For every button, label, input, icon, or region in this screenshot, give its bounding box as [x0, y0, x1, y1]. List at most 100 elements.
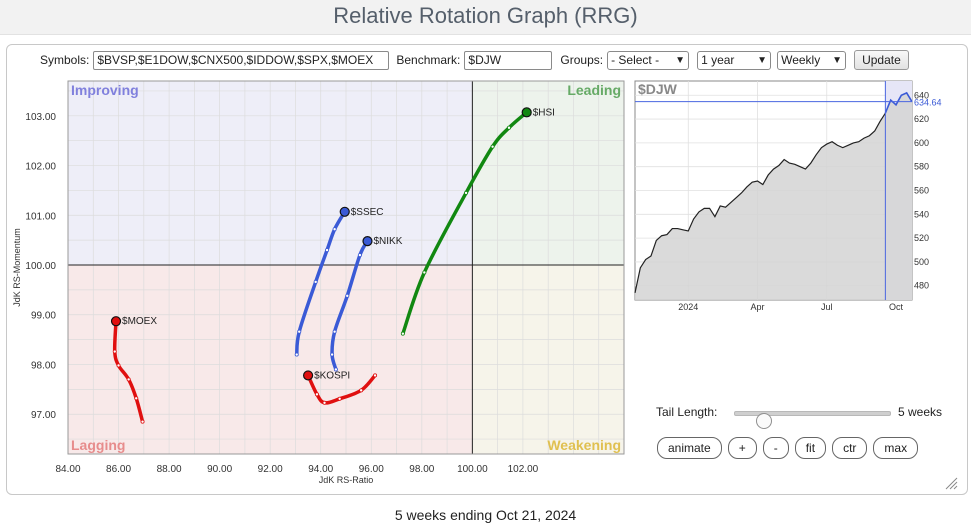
y-tick-label: 97.00 — [31, 410, 56, 421]
benchmark-area-fill — [635, 92, 912, 300]
series-tail-point — [112, 349, 117, 354]
chart-buttons: animate + - fit ctr max — [657, 437, 919, 459]
series-tail-point — [507, 125, 512, 130]
max-button[interactable]: max — [873, 437, 919, 459]
y-tick-label: 99.00 — [31, 311, 56, 322]
benchmark-y-tick-label: 620 — [914, 114, 929, 124]
x-tick-label: 84.00 — [55, 464, 80, 475]
symbols-input[interactable]: $BVSP,$E1DOW,$CNX500,$IDDOW,$SPX,$MOEX — [93, 50, 390, 70]
series-tail-point — [330, 352, 335, 357]
benchmark-label: Benchmark: — [396, 53, 461, 67]
series-tail-point — [337, 396, 342, 401]
series-tail-point — [325, 248, 330, 253]
series-tail-point — [322, 400, 327, 405]
x-tick-label: 86.00 — [106, 464, 131, 475]
fit-button[interactable]: fit — [794, 437, 827, 459]
series-tail-point — [314, 392, 319, 397]
x-tick-label: 96.00 — [359, 464, 384, 475]
series-head-point — [339, 206, 350, 217]
series-tail-point — [116, 363, 121, 368]
series-label: $HSI — [533, 107, 555, 118]
series-tail-point — [359, 388, 364, 393]
y-tick-label: 100.00 — [25, 261, 56, 272]
series-label: $SSEC — [351, 207, 384, 218]
x-tick-label: 88.00 — [157, 464, 182, 475]
series-kospi: $KOSPI — [302, 370, 378, 405]
controls-bar: Symbols: $BVSP,$E1DOW,$CNX500,$IDDOW,$SP… — [40, 50, 909, 70]
series-tail-point — [345, 293, 350, 298]
series-tail-point — [126, 377, 131, 382]
benchmark-x-tick-label: 2024 — [678, 302, 698, 312]
tail-length-label: Tail Length: — [656, 405, 718, 419]
x-tick-label: 92.00 — [258, 464, 283, 475]
chevron-down-icon: ▼ — [832, 54, 843, 66]
benchmark-title: $DJW — [638, 81, 678, 97]
frequency-select-value: Weekly — [781, 52, 821, 67]
animate-button[interactable]: animate — [657, 437, 722, 459]
series-nikk: $NIKK — [330, 236, 403, 372]
y-axis-label: JdK RS-Momentum — [12, 228, 22, 307]
x-tick-label: 94.00 — [308, 464, 333, 475]
period-select[interactable]: 1 year ▼ — [697, 50, 772, 70]
resize-handle-icon[interactable] — [944, 476, 958, 490]
y-tick-label: 98.00 — [31, 360, 56, 371]
x-tick-label: 100.00 — [457, 464, 488, 475]
benchmark-x-tick-label: Oct — [889, 302, 904, 312]
chevron-down-icon: ▼ — [757, 54, 768, 66]
benchmark-y-tick-label: 520 — [914, 233, 929, 243]
series-ssec: $SSEC — [294, 206, 384, 357]
x-tick-label: 102.00 — [508, 464, 539, 475]
benchmark-input[interactable]: $DJW — [464, 50, 553, 70]
series-moex: $MOEX — [110, 316, 157, 424]
series-tail-point — [332, 329, 337, 334]
series-head-point — [521, 107, 532, 118]
groups-label: Groups: — [560, 53, 604, 67]
y-tick-label: 102.00 — [25, 162, 56, 173]
groups-select[interactable]: - Select - ▼ — [607, 50, 690, 70]
x-tick-label: 98.00 — [409, 464, 434, 475]
series-tail-point — [134, 396, 139, 401]
series-head-point — [110, 316, 122, 327]
frequency-select[interactable]: Weekly ▼ — [777, 50, 847, 70]
quadrant-label-improving: Improving — [71, 82, 139, 98]
series-label: $MOEX — [122, 316, 157, 327]
series-tail-point — [297, 329, 302, 334]
series-tail-point — [140, 419, 145, 424]
benchmark-y-tick-label: 640 — [914, 90, 929, 100]
last-value-label: 634.64 — [914, 98, 942, 108]
symbols-label: Symbols: — [40, 53, 90, 67]
quadrant-label-leading: Leading — [567, 82, 621, 98]
series-tail-point — [464, 190, 469, 195]
zoom-in-button[interactable]: + — [727, 437, 757, 459]
benchmark-x-tick-label: Jul — [821, 302, 833, 312]
benchmark-y-tick-label: 540 — [914, 209, 929, 219]
y-tick-label: 101.00 — [25, 211, 56, 222]
tail-length-value: 5 weeks — [898, 405, 943, 419]
series-tail-point — [400, 331, 405, 336]
series-tail-point — [422, 270, 427, 275]
x-tick-label: 90.00 — [207, 464, 232, 475]
series-head-point — [302, 370, 314, 381]
tail-length-slider-handle[interactable] — [756, 413, 772, 429]
center-button[interactable]: ctr — [832, 437, 868, 459]
zoom-out-button[interactable]: - — [762, 437, 789, 459]
update-button[interactable]: Update — [854, 50, 909, 70]
x-axis-label: JdK RS-Ratio — [319, 475, 374, 485]
series-tail-point — [357, 253, 362, 258]
chevron-down-icon: ▼ — [675, 54, 686, 66]
series-tail-point — [332, 227, 337, 232]
series-tail-line — [112, 319, 145, 424]
period-select-value: 1 year — [701, 52, 735, 67]
benchmark-x-tick-label: Apr — [751, 302, 765, 312]
series-tail-point — [333, 367, 338, 372]
tail-length-control: Tail Length: 5 weeks — [656, 403, 956, 429]
plot-border — [67, 80, 625, 455]
benchmark-y-tick-label: 560 — [914, 186, 929, 196]
benchmark-y-tick-label: 580 — [914, 162, 929, 172]
series-label: $KOSPI — [314, 370, 350, 381]
quadrant-label-lagging: Lagging — [71, 437, 125, 453]
tail-length-slider[interactable] — [734, 411, 891, 429]
benchmark-price-line — [634, 112, 886, 293]
